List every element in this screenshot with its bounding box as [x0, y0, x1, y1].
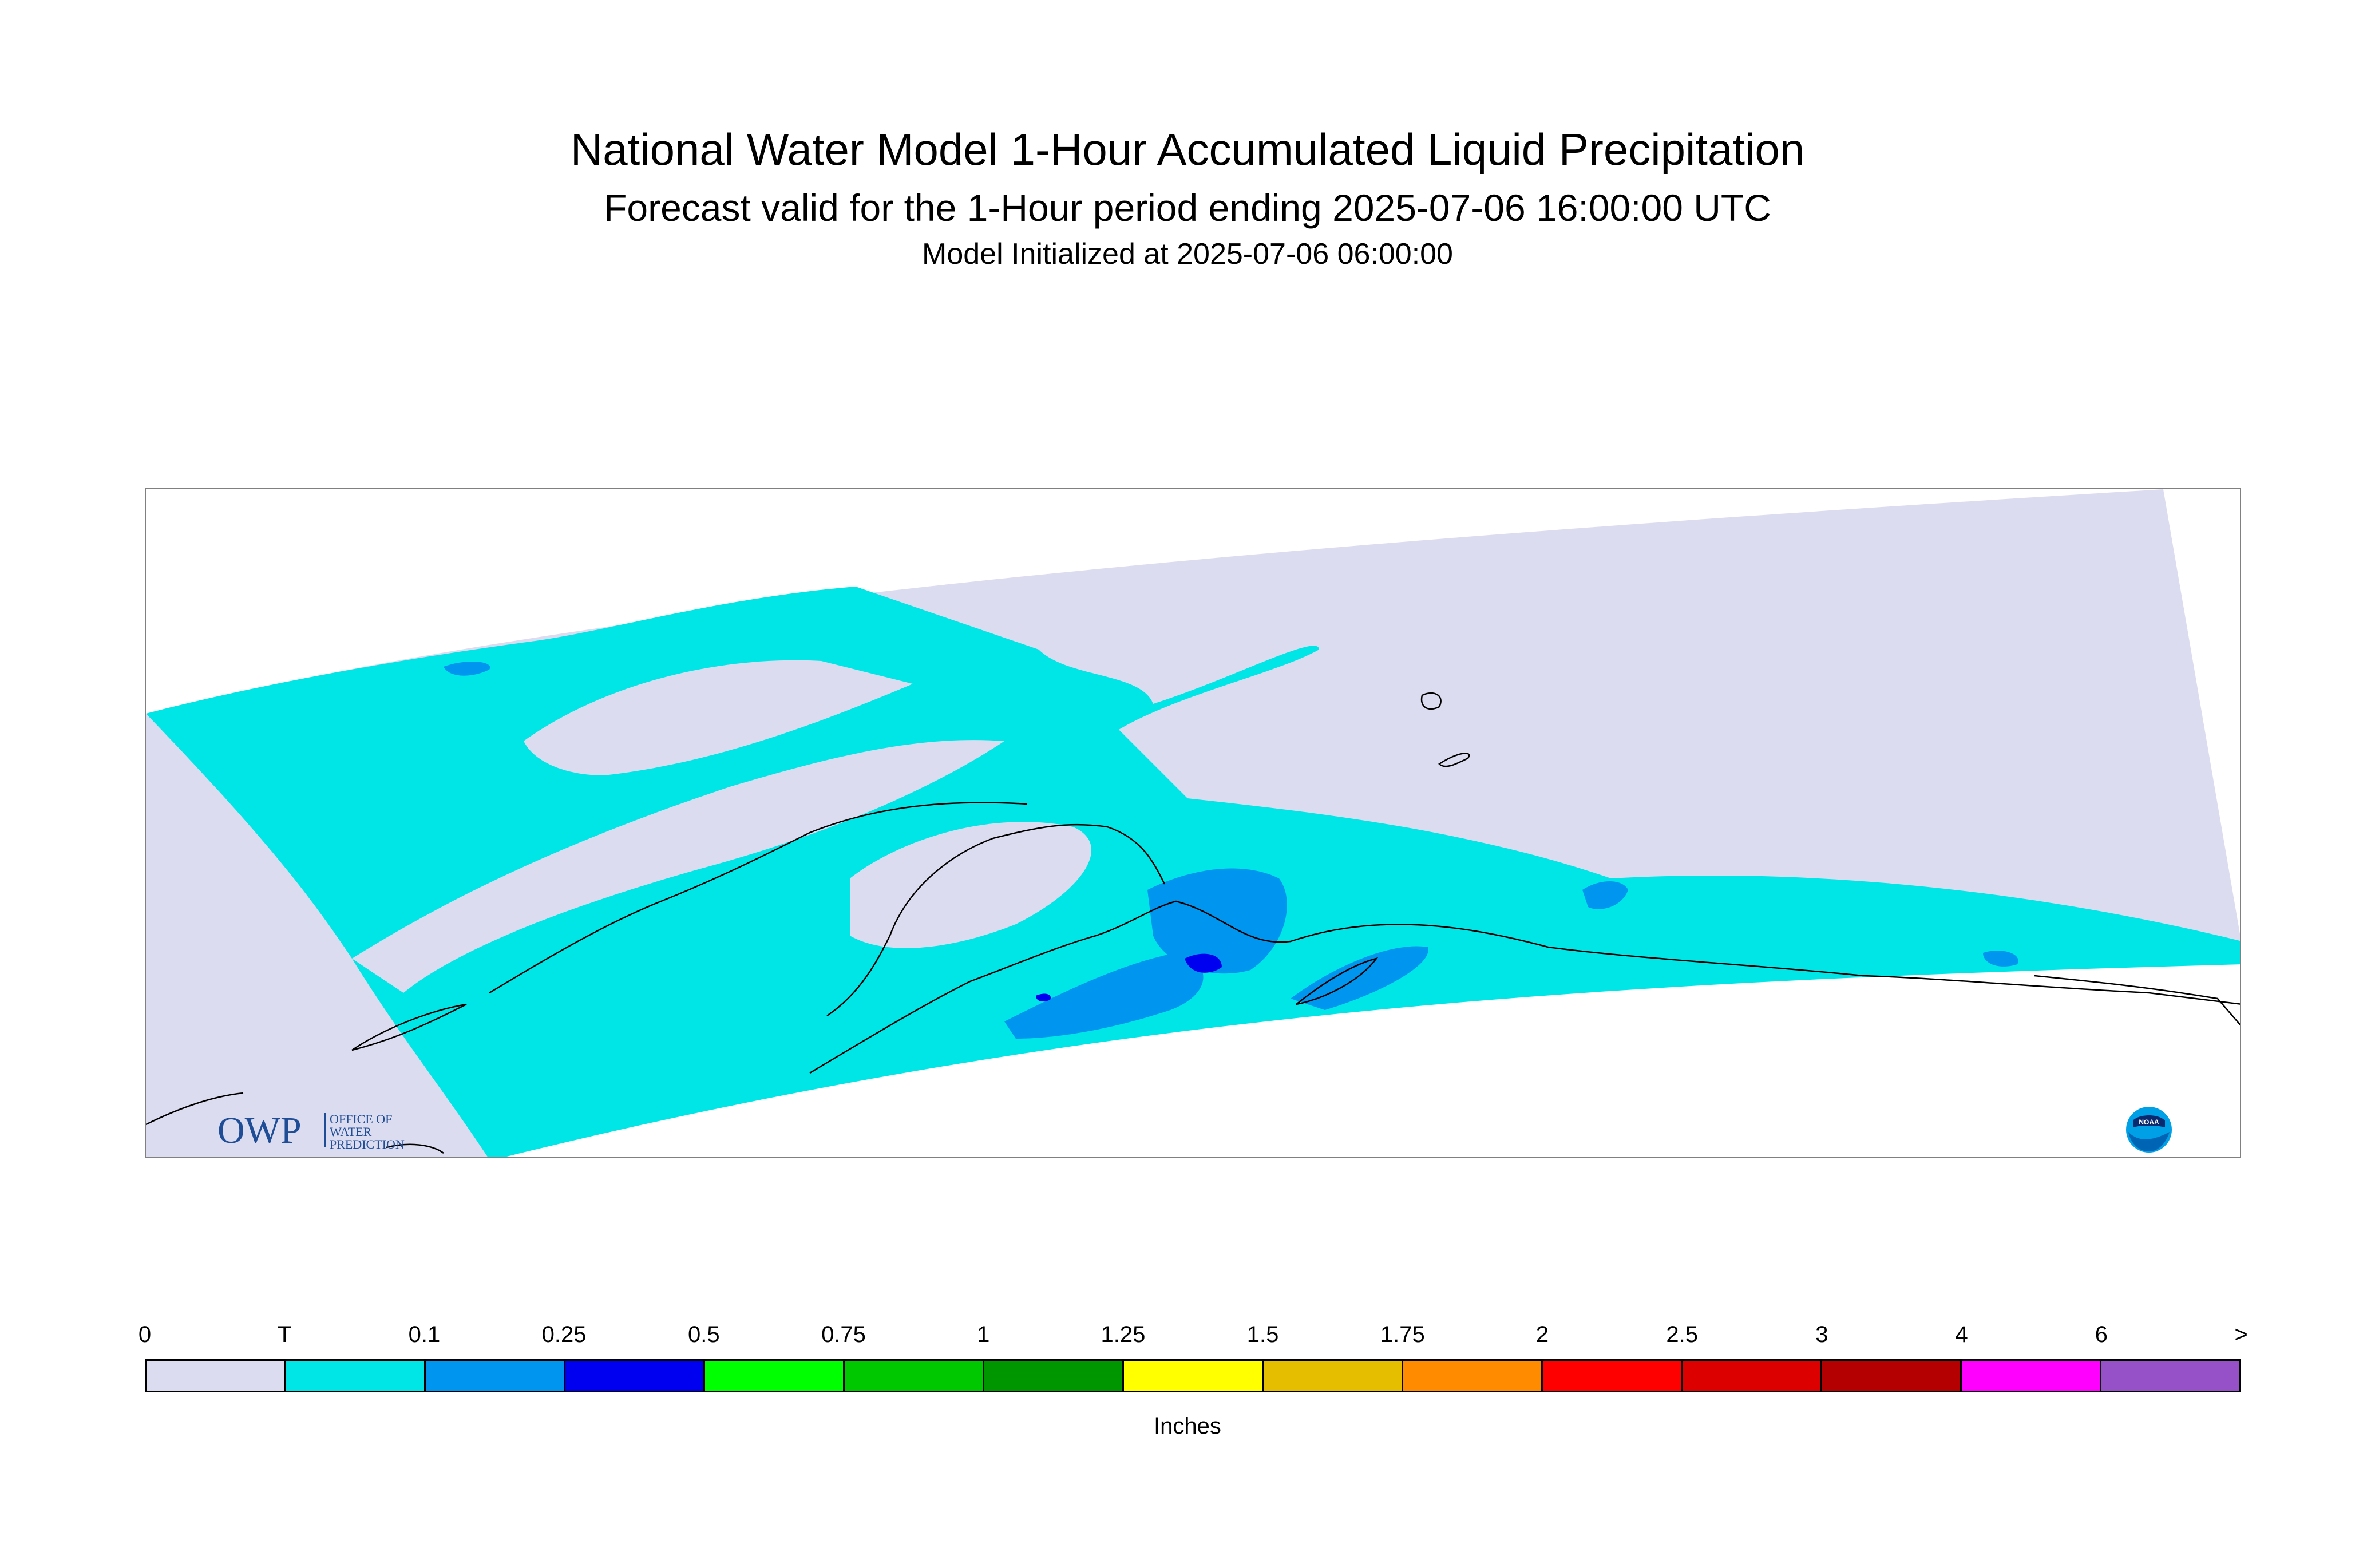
legend-tick-label: 0 — [138, 1322, 152, 1347]
coastline-aleutian-west — [146, 1092, 244, 1126]
legend-swatch-5 — [845, 1361, 984, 1391]
precip-light-area-f — [444, 661, 490, 676]
legend-swatch-4 — [705, 1361, 845, 1391]
legend-tick-label: 0.5 — [687, 1322, 720, 1347]
coastlines — [146, 692, 2240, 1154]
precip-moderate-area-b — [1036, 993, 1051, 1002]
coastline-southwest — [351, 1003, 467, 1051]
legend-tick-label: 1.75 — [1380, 1322, 1425, 1347]
legend-swatch-2 — [426, 1361, 565, 1391]
noaa-logo-wave — [2128, 1132, 2170, 1151]
noaa-logo-mark: NOAA — [2126, 1107, 2172, 1153]
legend-swatch-10 — [1543, 1361, 1683, 1391]
legend-tick-label: > — [2234, 1322, 2248, 1347]
map-subtitle: Forecast valid for the 1-Hour period end… — [604, 187, 1771, 229]
owp-logo-line-1: OFFICE OF — [330, 1112, 392, 1126]
color-legend — [145, 1359, 2241, 1392]
owp-logo-mark: OWP OFFICE OF WATER PREDICTION — [217, 1110, 405, 1151]
map-title: National Water Model 1-Hour Accumulated … — [570, 124, 1805, 175]
coastline-lake-b — [1438, 753, 1470, 767]
coastline-aleutian-east — [386, 1143, 444, 1154]
legend-tick-label: 0.75 — [821, 1322, 866, 1347]
legend-tick-label: 1.5 — [1246, 1322, 1279, 1347]
noaa-logo: NOAA — [2125, 1106, 2173, 1154]
precip-light-area-d — [1582, 881, 1628, 909]
legend-swatch-0 — [147, 1361, 286, 1391]
legend-swatch-11 — [1683, 1361, 1822, 1391]
model-init-time: Model Initialized at 2025-07-06 06:00:00 — [922, 237, 1453, 271]
legend-swatch-9 — [1403, 1361, 1543, 1391]
legend-units: Inches — [1154, 1413, 1221, 1439]
legend-swatch-7 — [1124, 1361, 1264, 1391]
precipitation-map — [146, 489, 2240, 1157]
legend-tick-label: T — [277, 1322, 292, 1347]
zero-patch-center — [850, 822, 1091, 948]
noaa-logo-text: NOAA — [2139, 1118, 2159, 1126]
coastline-southeast-alaska — [2034, 975, 2240, 1026]
legend-tick-label: 0.1 — [408, 1322, 441, 1347]
coastline-kodiak — [1296, 957, 1379, 1005]
legend-tick-label: 4 — [1955, 1322, 1968, 1347]
legend-swatch-13 — [1962, 1361, 2101, 1391]
legend-tick-label: 1 — [977, 1322, 990, 1347]
legend-tick-label: 0.25 — [541, 1322, 587, 1347]
precip-light-area-e — [1983, 951, 2018, 967]
zero-patch-west — [352, 740, 1004, 993]
legend-tick-label: 6 — [2095, 1322, 2108, 1347]
legend-tick-label: 2 — [1535, 1322, 1549, 1347]
precip-light-area-a — [1004, 953, 1204, 1039]
owp-logo-letters: OWP — [217, 1110, 302, 1151]
map-panel: OWP OFFICE OF WATER PREDICTION NOAA — [145, 488, 2241, 1158]
legend-tick-label: 1.25 — [1101, 1322, 1146, 1347]
legend-tick-label: 3 — [1815, 1322, 1828, 1347]
zero-patch-north — [524, 660, 913, 775]
legend-swatch-14 — [2101, 1361, 2239, 1391]
noaa-logo-bird — [2133, 1115, 2165, 1127]
owp-logo-line-2: WATER — [330, 1124, 372, 1139]
owp-logo: OWP OFFICE OF WATER PREDICTION — [217, 1107, 429, 1153]
legend-swatch-12 — [1822, 1361, 1962, 1391]
coastline-lake-a — [1420, 692, 1442, 710]
legend-tick-label: 2.5 — [1666, 1322, 1698, 1347]
legend-swatch-6 — [984, 1361, 1124, 1391]
legend-swatch-1 — [286, 1361, 426, 1391]
coastline-cook-inlet — [826, 823, 1166, 1017]
owp-logo-line-3: PREDICTION — [330, 1137, 405, 1151]
precip-moderate-area-a — [1185, 953, 1222, 973]
legend-swatch-8 — [1264, 1361, 1403, 1391]
coastline-bristol-bay — [489, 802, 1028, 994]
coastline-alaska-peninsula — [809, 900, 2240, 1074]
precip-light-area-b — [1147, 868, 1287, 974]
legend-swatch-3 — [565, 1361, 705, 1391]
precip-light-area-c — [1291, 946, 1428, 1010]
